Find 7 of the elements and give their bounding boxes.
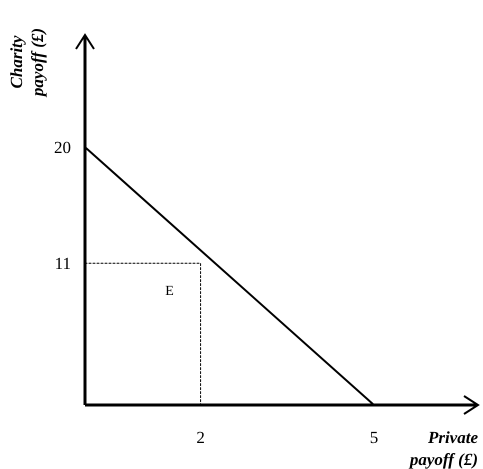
x-tick-label: 5 [370, 428, 378, 447]
annotation: E [165, 284, 174, 300]
x-axis-title: Private payoff (£) [408, 428, 478, 469]
y-axis-title: Charity payoff (£) [7, 28, 47, 98]
x-tick-label: 2 [196, 428, 205, 447]
y-tick-label: 11 [54, 254, 71, 274]
y-tick-label: 20 [54, 138, 71, 158]
